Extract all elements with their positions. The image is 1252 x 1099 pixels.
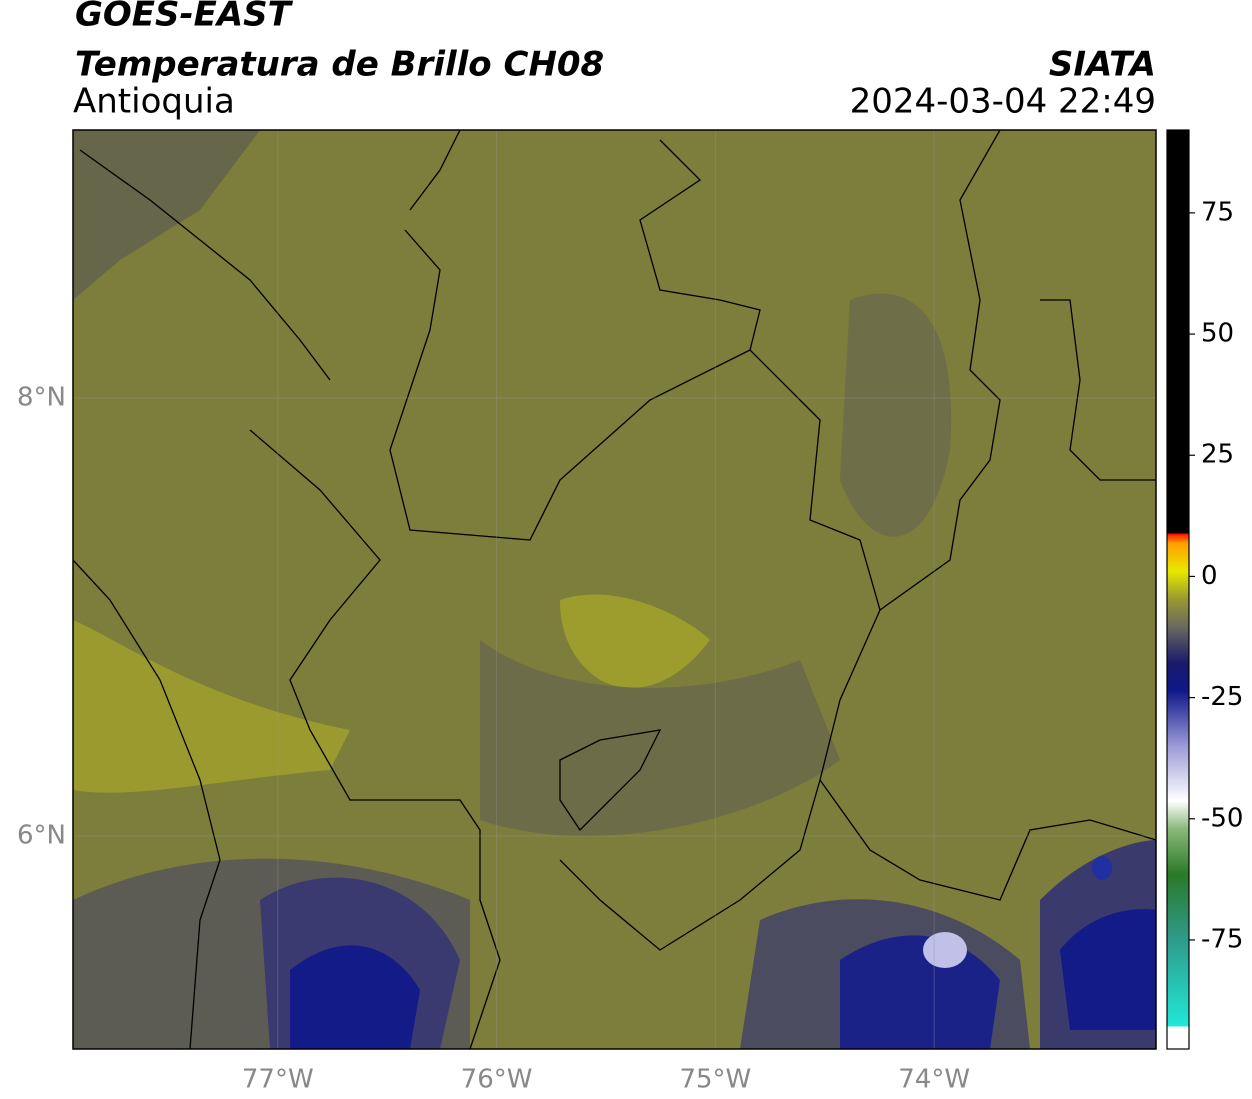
cold-core [1092,856,1112,880]
colorbar-tick-label: -25 [1201,682,1243,712]
cloud-field [840,293,952,537]
colorbar-tick-label: 0 [1201,561,1218,591]
graticule [73,130,1156,1049]
region: Antioquia [73,82,235,122]
colorbar-tick-label: -50 [1201,803,1243,833]
datetime: 2024-03-04 22:49 [850,82,1156,122]
cold-cloud [290,945,420,1049]
cloud-field [480,640,840,837]
cloud-field [73,130,260,300]
warm-area [560,594,710,688]
x-tick-label: 76°W [461,1065,533,1095]
colorbar-tick-label: -75 [1201,924,1243,954]
colorbar-tick-label: 75 [1201,197,1234,227]
source: SIATA [1049,45,1156,85]
cold-core [923,932,967,968]
map-frame [72,129,1157,1050]
warm-area [73,620,350,793]
x-tick-label: 77°W [242,1065,314,1095]
map-field [73,130,1156,1049]
y-tick-label: 6°N [17,820,66,850]
colorbar [1166,129,1190,1050]
colorbar-tick-label: 50 [1201,319,1234,349]
cold-cloud [1060,909,1156,1030]
borders [73,130,1156,1049]
colorbar-tick-label: 25 [1201,440,1234,470]
x-tick-label: 75°W [679,1065,751,1095]
subtitle: Temperatura de Brillo CH08 [75,45,604,85]
x-tick-label: 74°W [898,1065,970,1095]
cold-cloud [840,935,1000,1049]
y-tick-label: 8°N [17,383,66,413]
title: GOES-EAST [75,0,294,35]
